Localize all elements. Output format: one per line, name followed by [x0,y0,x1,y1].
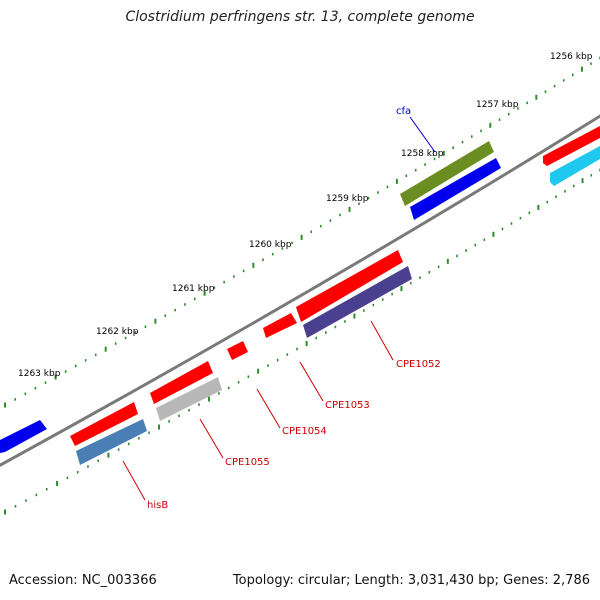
kbp-label: 1258 kbp [401,149,444,159]
feature-red-mid [150,361,213,404]
accession-text: Accession: NC_003366 [9,573,157,588]
map-title: Clostridium perfringens str. 13, complet… [125,9,475,25]
kbp-label: 1257 kbp [476,100,519,110]
feature-hisB [76,419,147,465]
kbp-label: 1260 kbp [249,240,292,250]
leader-CPE1052 [370,320,394,361]
feature-arrow-blue-top [410,158,501,220]
inner-tick-marks [4,168,600,515]
outer-tick-marks [4,56,600,408]
gene-label-CPE1052: CPE1052 [396,359,441,370]
feature-CPE1052-top [296,250,403,322]
kbp-label: 1256 kbp [550,52,593,62]
feature-CPE1053 [263,313,297,338]
genome-backbone [0,114,600,467]
gene-label-CPE1053: CPE1053 [325,400,370,411]
gene-label-cfa: cfa [396,106,411,117]
feature-arrow-cyan [550,146,600,186]
leader-lines [122,116,436,501]
kbp-labels: 1256 kbp 1257 kbp 1258 kbp 1259 kbp 1260 kbp… [18,52,593,379]
topology-text: Topology: circular; Length: 3,031,430 bp… [232,573,590,588]
gene-label-CPE1054: CPE1054 [282,426,327,437]
leader-hisB [122,460,146,501]
features [0,126,600,465]
kbp-label: 1262 kbp [96,327,139,337]
leader-CPE1054 [256,388,281,429]
leader-CPE1055 [199,418,224,459]
feature-CPE1054 [227,341,248,360]
kbp-label: 1261 kbp [172,284,215,294]
kbp-label: 1263 kbp [18,369,61,379]
leader-CPE1053 [299,361,324,402]
feature-CPE1052 [303,266,412,338]
gene-label-CPE1055: CPE1055 [225,457,270,468]
gene-label-hisB: hisB [147,500,168,511]
feature-CPE1055 [156,377,222,421]
feature-red-left [70,402,138,446]
leader-cfa [409,116,436,153]
feature-arrow-red [543,126,600,166]
feature-cfa [400,141,494,206]
feature-arrow-blue-left [0,420,47,453]
gene-labels: cfa CPE1052 CPE1053 CPE1054 CPE1055 hisB [147,106,441,511]
kbp-label: 1259 kbp [326,194,369,204]
